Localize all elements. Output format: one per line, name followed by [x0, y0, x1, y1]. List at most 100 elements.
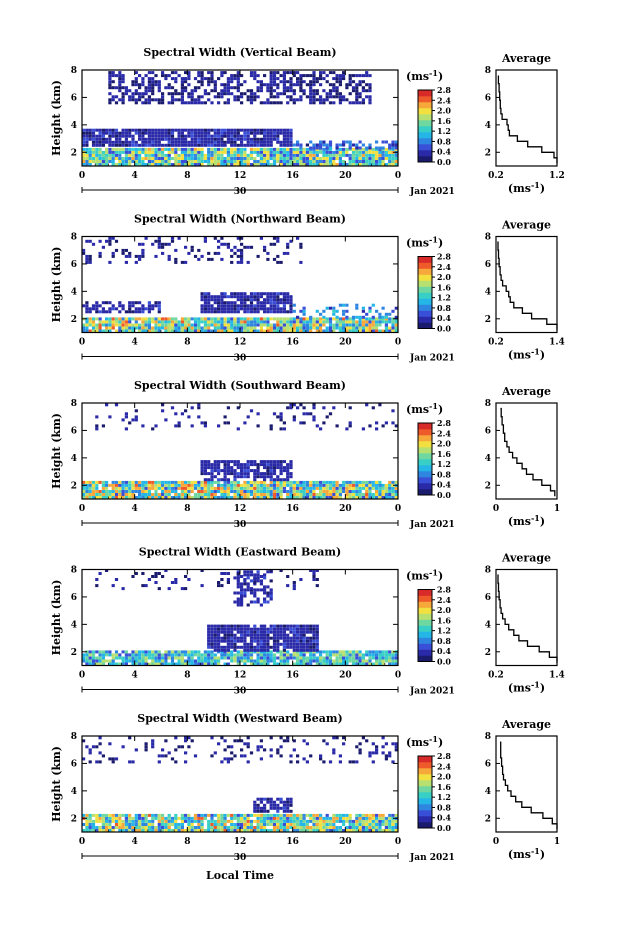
x-tick-label: 8: [184, 504, 190, 514]
heatmap-cell: [180, 490, 184, 493]
heatmap-cell: [157, 134, 161, 138]
heatmap-cell: [114, 157, 119, 160]
heatmap-cell: [154, 326, 158, 330]
colorbar-swatch: [418, 262, 432, 269]
heatmap-cell: [282, 320, 286, 324]
heatmap-cell: [85, 493, 89, 496]
heatmap-cell: [161, 575, 165, 578]
heatmap-cell: [348, 813, 352, 817]
heatmap-cell: [236, 579, 240, 583]
heatmap-cell: [319, 819, 323, 823]
heatmap-cell: [315, 329, 319, 333]
heatmap-cell: [296, 77, 300, 81]
heatmap-cell: [124, 653, 128, 657]
heatmap-cell: [332, 329, 336, 333]
heatmap-cell: [348, 486, 352, 490]
heatmap-cell: [305, 819, 309, 823]
heatmap-cell: [141, 134, 145, 138]
heatmap-cell: [259, 480, 263, 484]
heatmap-cell: [302, 653, 306, 657]
heatmap-cell: [253, 648, 257, 652]
heatmap-cell: [88, 131, 92, 135]
heatmap-cell: [249, 329, 254, 333]
heatmap-cell: [388, 483, 392, 487]
heatmap-cell: [203, 480, 207, 484]
heatmap-cell: [338, 80, 342, 84]
heatmap-cell: [226, 648, 230, 652]
heatmap-cell: [335, 163, 339, 166]
heatmap-cell: [223, 645, 227, 649]
heatmap-cell: [315, 317, 319, 321]
heatmap-cell: [184, 659, 188, 663]
heatmap-cell: [249, 627, 254, 631]
heatmap-cell: [240, 147, 244, 151]
heatmap-cell: [286, 95, 290, 99]
heatmap-cell: [368, 493, 372, 496]
heatmap-cell: [121, 323, 125, 327]
heatmap-cell: [243, 826, 247, 829]
heatmap-cell: [124, 140, 128, 144]
heatmap-cell: [246, 304, 250, 308]
heatmap-cell: [305, 648, 309, 652]
heatmap-cell: [105, 157, 109, 160]
heatmap-cell: [141, 424, 145, 428]
heatmap-cell: [371, 496, 375, 499]
heatmap-cell: [263, 600, 267, 604]
heatmap-cell: [124, 326, 128, 330]
heatmap-cell: [365, 326, 369, 330]
heatmap-cell: [108, 310, 112, 314]
heatmap-cell: [365, 323, 369, 327]
heatmap-cell: [249, 147, 254, 151]
heatmap-cell: [82, 653, 86, 657]
heatmap-cell: [217, 486, 221, 490]
heatmap-cell: [170, 71, 175, 75]
heatmap-cell: [95, 486, 99, 490]
heatmap-cell: [299, 421, 303, 425]
heatmap-cell: [207, 496, 211, 499]
heatmap-cell: [253, 576, 257, 580]
heatmap-cell: [355, 315, 359, 319]
heatmap-cell: [263, 163, 267, 166]
heatmap-cell: [381, 320, 385, 324]
heatmap-cell: [230, 163, 234, 166]
heatmap-cell: [335, 816, 339, 820]
heatmap-cell: [236, 653, 240, 657]
heatmap-cell: [358, 650, 362, 654]
heatmap-cell: [193, 163, 198, 166]
heatmap-cell: [141, 307, 145, 311]
heatmap-cell: [371, 483, 375, 487]
heatmap-cells: [82, 71, 398, 166]
colorbar-tick-label: 0.0: [437, 657, 451, 667]
heatmap-cell: [161, 317, 165, 321]
heatmap-cell: [170, 131, 175, 135]
heatmap-cell: [259, 656, 263, 660]
heatmap-cell: [272, 89, 277, 93]
heatmap-cell: [105, 137, 109, 141]
heatmap-cell: [226, 826, 230, 829]
heatmap-cell: [124, 150, 128, 154]
heatmap-cell: [259, 659, 263, 663]
heatmap-cell: [365, 150, 369, 154]
heatmap-cell: [197, 317, 201, 321]
heatmap-cell: [170, 480, 175, 484]
heatmap-cell: [187, 140, 191, 144]
heatmap-cell: [180, 163, 184, 166]
heatmap-cell: [177, 421, 181, 425]
heatmap-cell: [167, 816, 171, 820]
average-frame: [495, 235, 558, 334]
heatmap-cell: [253, 636, 257, 640]
heatmap-cell: [315, 636, 319, 640]
heatmap-cell: [342, 163, 346, 166]
heatmap-cell: [147, 813, 151, 817]
heatmap-cell: [246, 826, 250, 829]
y-tick-label: 8: [71, 66, 77, 76]
heatmap-cell: [157, 160, 161, 163]
heatmap-cell: [286, 406, 290, 410]
heatmap-cell: [236, 572, 240, 575]
heatmap-cell: [282, 823, 286, 826]
heatmap-cell: [236, 77, 240, 81]
heatmap-cell: [309, 483, 313, 487]
heatmap-cell: [121, 483, 125, 487]
heatmap-cell: [246, 245, 250, 249]
heatmap-cell: [128, 98, 132, 102]
